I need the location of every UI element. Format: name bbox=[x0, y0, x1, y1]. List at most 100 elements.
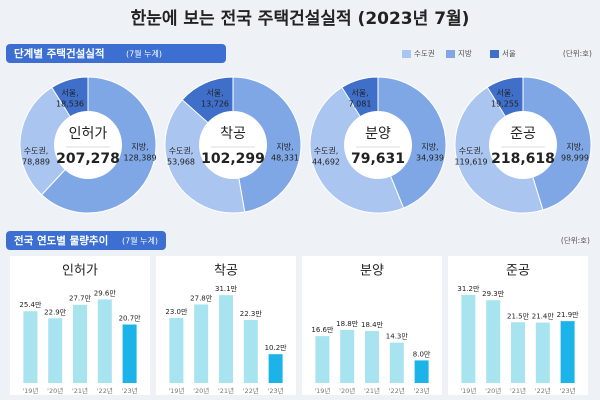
slice-category: 지방, bbox=[131, 142, 148, 152]
slice-value: 98,999 bbox=[561, 154, 589, 163]
bar bbox=[414, 360, 429, 383]
slice-value: 13,726 bbox=[201, 100, 229, 109]
x-tick-label: '23년 bbox=[560, 386, 576, 395]
panel-title: 분양 bbox=[360, 264, 384, 279]
donut-hole bbox=[344, 111, 412, 179]
bar bbox=[169, 318, 184, 383]
x-tick-label: '20년 bbox=[47, 386, 63, 395]
bar-label: 22.9만 bbox=[44, 307, 67, 316]
unit-note: (단위:호) bbox=[561, 235, 590, 245]
panel-title: 착공 bbox=[214, 264, 238, 279]
donut-hole bbox=[54, 111, 122, 179]
bar-label: 14.3만 bbox=[386, 332, 409, 341]
section-note: (7월 누계) bbox=[126, 49, 162, 59]
x-tick-label: '19년 bbox=[168, 386, 184, 395]
donut-total: 79,631 bbox=[351, 151, 405, 167]
bar-label: 10.2만 bbox=[265, 343, 288, 352]
slice-value: 44,692 bbox=[312, 158, 340, 167]
panel-title: 인허가 bbox=[62, 264, 98, 279]
slice-value: 53,968 bbox=[167, 158, 195, 167]
x-tick-label: '21년 bbox=[218, 386, 234, 395]
legend-label: 서울 bbox=[502, 49, 516, 58]
bar-label: 31.2만 bbox=[457, 284, 480, 293]
bar bbox=[219, 295, 233, 383]
slice-value: 78,889 bbox=[22, 158, 50, 167]
bar-label: 8.0만 bbox=[413, 349, 431, 358]
section-header bbox=[6, 231, 166, 250]
x-tick-label: '21년 bbox=[364, 386, 380, 395]
bar bbox=[268, 354, 283, 383]
bar bbox=[340, 329, 355, 383]
bar-label: 18.4만 bbox=[361, 320, 384, 329]
donut-center-label: 분양 bbox=[365, 126, 391, 142]
bar-label: 22.3만 bbox=[240, 309, 263, 318]
x-tick-label: '23년 bbox=[122, 386, 138, 395]
slice-category: 지방, bbox=[566, 142, 583, 152]
section-header bbox=[6, 44, 226, 63]
bar-label: 21.9만 bbox=[557, 310, 580, 319]
bar-label: 21.5만 bbox=[507, 311, 530, 320]
slice-category: 수도권, bbox=[459, 146, 484, 156]
slice-value: 19,255 bbox=[491, 100, 519, 109]
slice-value: 119,619 bbox=[454, 158, 487, 167]
x-tick-label: '20년 bbox=[485, 386, 501, 395]
donut-slice bbox=[377, 76, 447, 209]
x-tick-label: '19년 bbox=[22, 386, 38, 395]
slice-category: 서울, bbox=[206, 89, 223, 98]
bar-label: 18.8만 bbox=[336, 319, 359, 328]
x-tick-label: '23년 bbox=[268, 386, 284, 395]
x-tick-label: '22년 bbox=[97, 386, 113, 395]
bar bbox=[122, 324, 137, 383]
legend-swatch bbox=[402, 50, 411, 58]
donut-slice bbox=[522, 76, 592, 211]
bar bbox=[23, 311, 38, 383]
x-tick-label: '21년 bbox=[510, 386, 526, 395]
bar bbox=[461, 294, 476, 383]
slice-category: 지방, bbox=[421, 142, 438, 152]
donut-hole bbox=[489, 111, 557, 179]
slice-category: 수도권, bbox=[314, 146, 339, 156]
slice-category: 서울, bbox=[351, 89, 368, 98]
bar bbox=[365, 331, 379, 383]
bar bbox=[535, 322, 550, 383]
slice-category: 지방, bbox=[276, 142, 293, 152]
slice-value: 34,939 bbox=[416, 154, 444, 163]
bar bbox=[97, 299, 112, 383]
bar bbox=[48, 318, 63, 383]
bar bbox=[560, 321, 575, 383]
slice-value: 18,536 bbox=[56, 100, 84, 109]
x-tick-label: '22년 bbox=[243, 386, 259, 395]
slice-category: 서울, bbox=[496, 89, 513, 98]
slice-value: 128,389 bbox=[123, 154, 156, 163]
legend-label: 지방 bbox=[458, 48, 472, 58]
bar-label: 27.7만 bbox=[69, 294, 92, 303]
donut-total: 207,278 bbox=[56, 151, 120, 167]
donut-total: 102,299 bbox=[201, 151, 265, 167]
slice-category: 서울, bbox=[61, 89, 78, 98]
donut-total: 218,618 bbox=[491, 151, 555, 167]
unit-note: (단위:호) bbox=[563, 48, 592, 58]
bar-label: 20.7만 bbox=[119, 314, 142, 323]
x-tick-label: '19년 bbox=[314, 386, 330, 395]
slice-category: 수도권, bbox=[169, 146, 194, 156]
slice-category: 수도권, bbox=[24, 146, 49, 156]
donut-center-label: 인허가 bbox=[69, 126, 108, 142]
bar-label: 27.8만 bbox=[190, 293, 213, 302]
x-tick-label: '20년 bbox=[339, 386, 355, 395]
bar bbox=[73, 304, 87, 383]
bar-label: 25.4만 bbox=[19, 300, 42, 309]
x-tick-label: '22년 bbox=[535, 386, 551, 395]
bar bbox=[486, 300, 501, 383]
bar bbox=[315, 336, 330, 383]
donut-center-label: 준공 bbox=[510, 126, 536, 142]
bar-label: 16.6만 bbox=[311, 325, 334, 334]
page-title: 한눈에 보는 전국 주택건설실적 (2023년 7월) bbox=[131, 9, 470, 29]
section-note: (7월 누계) bbox=[122, 236, 158, 246]
panel-title: 준공 bbox=[506, 264, 530, 279]
bar bbox=[511, 322, 525, 383]
section-title: 단계별 주택건설실적 bbox=[14, 47, 105, 60]
x-tick-label: '21년 bbox=[72, 386, 88, 395]
slice-value: 7,081 bbox=[349, 100, 372, 109]
legend-label: 수도권 bbox=[414, 49, 435, 58]
donut-center-label: 착공 bbox=[220, 126, 246, 142]
